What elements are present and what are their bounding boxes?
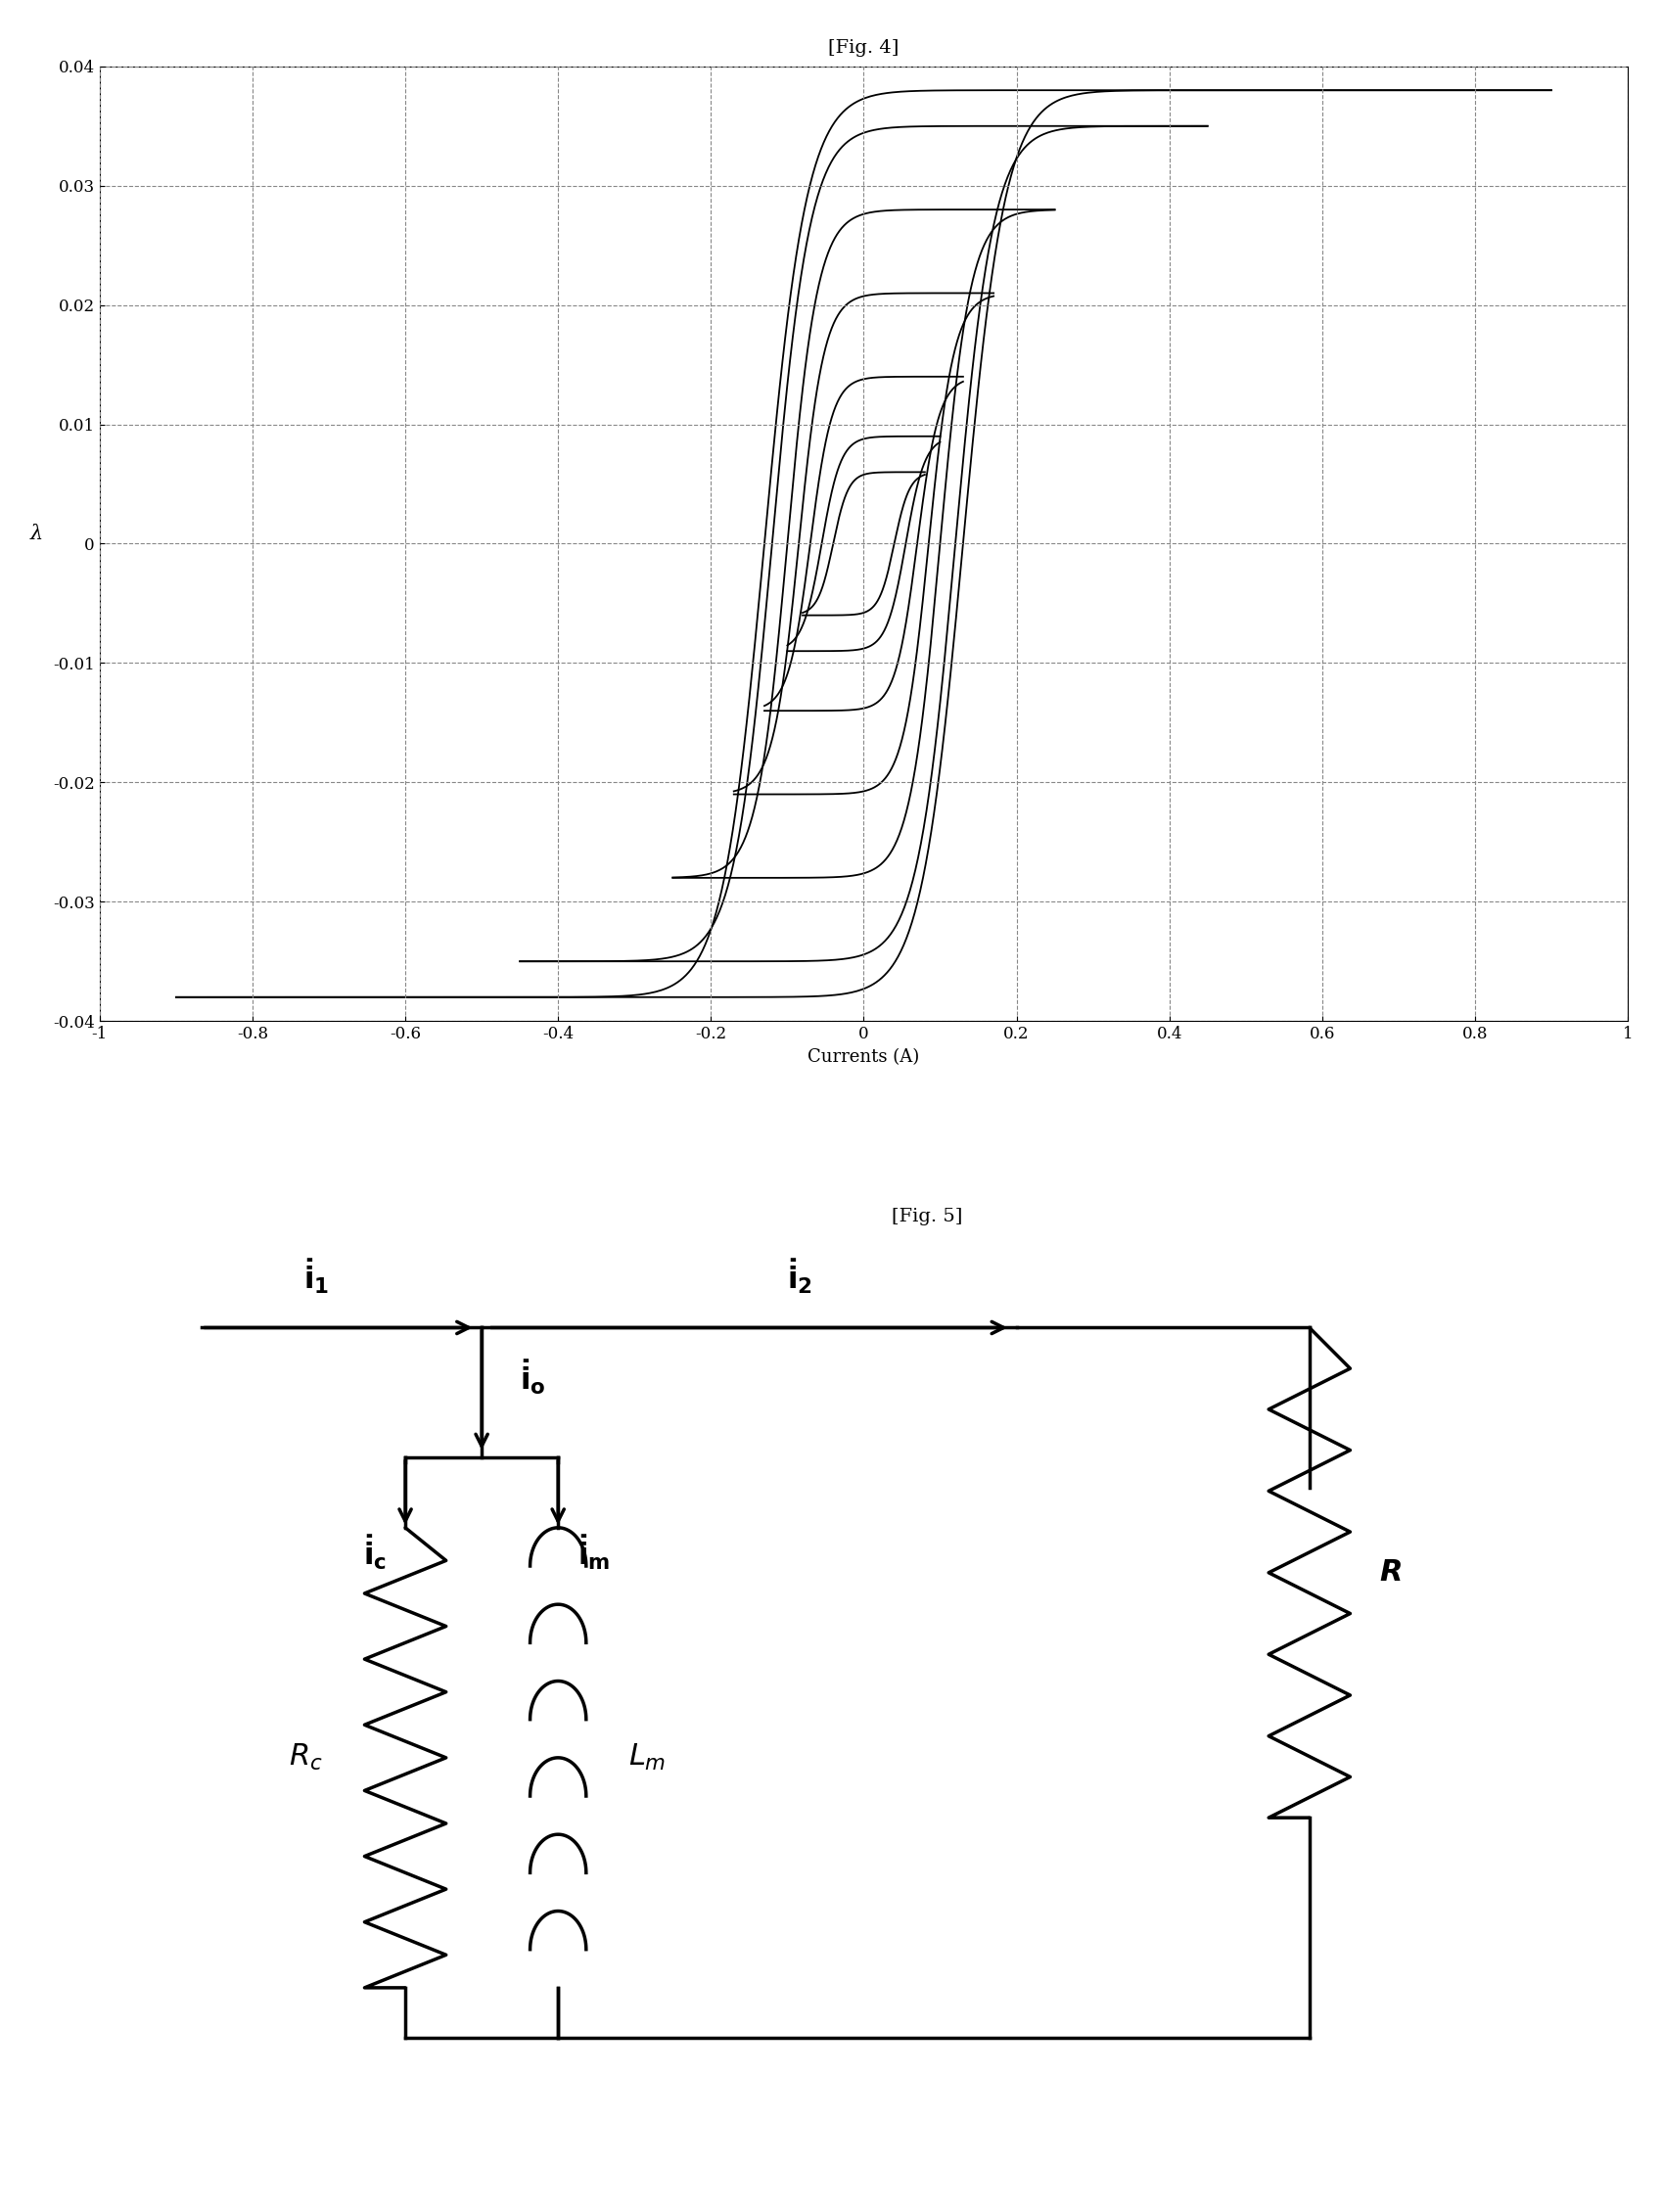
Title: [Fig. 4]: [Fig. 4] — [829, 40, 899, 58]
Text: $\mathbf{\dot{i}_c}$: $\mathbf{\dot{i}_c}$ — [362, 1533, 385, 1571]
Text: [Fig. 5]: [Fig. 5] — [892, 1208, 963, 1225]
Text: $\boldsymbol{L_m}$: $\boldsymbol{L_m}$ — [628, 1743, 666, 1774]
Text: $\mathbf{\dot{i}_2}$: $\mathbf{\dot{i}_2}$ — [787, 1256, 812, 1296]
Text: $\mathbf{\dot{i}_m}$: $\mathbf{\dot{i}_m}$ — [578, 1533, 610, 1571]
X-axis label: Currents (A): Currents (A) — [807, 1048, 920, 1066]
Y-axis label: λ: λ — [30, 524, 43, 544]
Text: $\boldsymbol{R_c}$: $\boldsymbol{R_c}$ — [289, 1743, 322, 1774]
Text: $\boldsymbol{R}$: $\boldsymbol{R}$ — [1379, 1557, 1402, 1588]
Text: $\mathbf{\dot{i}_o}$: $\mathbf{\dot{i}_o}$ — [520, 1358, 546, 1398]
Text: $\mathbf{\dot{i}_1}$: $\mathbf{\dot{i}_1}$ — [304, 1256, 329, 1296]
